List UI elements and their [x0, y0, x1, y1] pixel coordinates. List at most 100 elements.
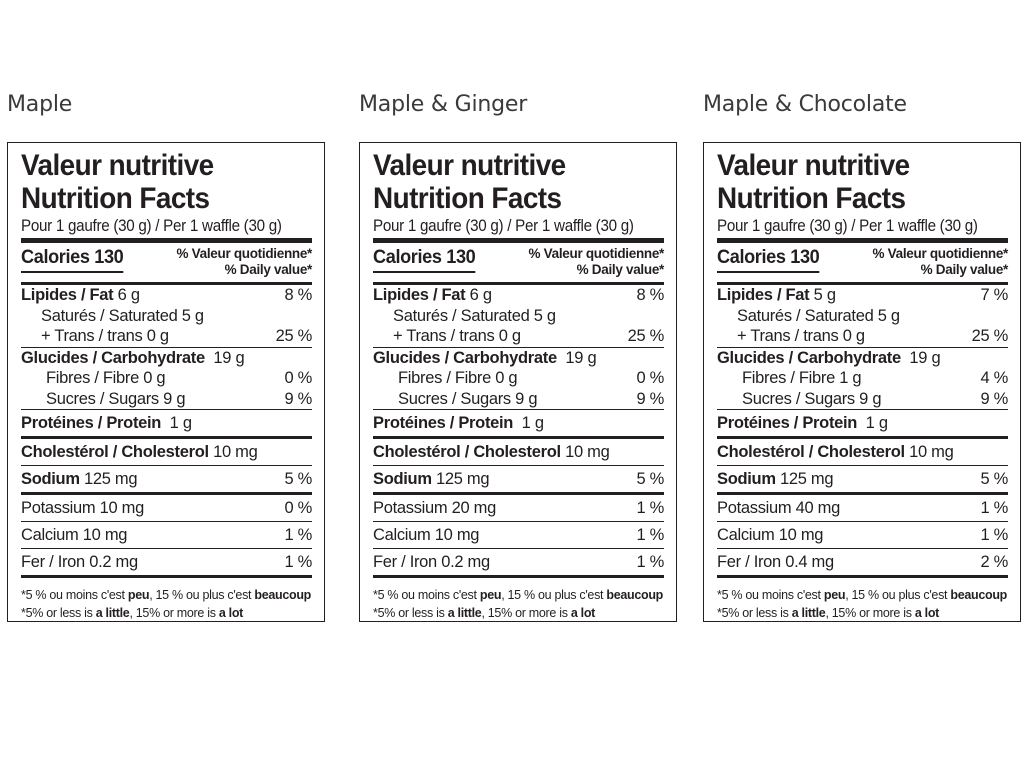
- carb-amount: 19 g: [909, 348, 941, 367]
- sugars-dv: 9 %: [980, 389, 1008, 408]
- nutrition-column: Maple & Ginger Valeur nutritive Nutritio…: [359, 88, 689, 622]
- cholesterol-label: Cholestérol / Cholesterol: [373, 443, 561, 461]
- potassium-dv: 1 %: [980, 499, 1008, 517]
- protein-label: Protéines / Protein: [717, 414, 858, 432]
- fibre-row: Fibres / Fibre 1 g 4 %: [717, 368, 1008, 389]
- daily-value-header-en: % Daily value*: [224, 262, 313, 277]
- fat-amount: 6 g: [469, 286, 492, 304]
- calcium-row: Calcium 10 mg 1 %: [373, 522, 664, 548]
- sodium-label: Sodium: [717, 470, 776, 488]
- nutrition-facts-panel: Valeur nutritive Nutrition Facts Pour 1 …: [7, 142, 325, 622]
- sugars-dv: 9 %: [636, 389, 664, 408]
- iron-dv: 2 %: [980, 553, 1008, 571]
- trans-row: + Trans / trans 0 g 25 %: [373, 326, 664, 347]
- protein-label: Protéines / Protein: [373, 414, 514, 432]
- daily-value-header-fr: % Valeur quotidienne*: [872, 246, 1009, 261]
- protein-amount: 1 g: [865, 414, 888, 432]
- trans-row: + Trans / trans 0 g 25 %: [21, 326, 312, 347]
- calories: Calories 130: [21, 246, 124, 273]
- sugars-label: Sucres / Sugars 9 g: [398, 389, 538, 408]
- protein-row: Protéines / Protein 1 g: [717, 410, 1008, 436]
- sugars-row: Sucres / Sugars 9 g 9 %: [717, 389, 1008, 410]
- title-fr: Valeur nutritive: [717, 149, 910, 182]
- fat-dv: 8 %: [636, 286, 664, 304]
- nutrition-facts-panel: Valeur nutritive Nutrition Facts Pour 1 …: [703, 142, 1021, 622]
- sodium-label: Sodium: [373, 470, 432, 488]
- iron-label: Fer / Iron 0.2 mg: [21, 553, 138, 571]
- calcium-label: Calcium 10 mg: [21, 526, 128, 544]
- trans-label: + Trans / trans 0 g: [41, 327, 169, 345]
- carb-row: Glucides / Carbohydrate 19 g: [373, 348, 664, 369]
- iron-label: Fer / Iron 0.2 mg: [373, 553, 490, 571]
- calcium-dv: 1 %: [636, 526, 664, 544]
- daily-value-header: % Valeur quotidienne* % Daily value*: [529, 246, 665, 278]
- cholesterol-row: Cholestérol / Cholesterol 10 mg: [373, 439, 664, 465]
- calories-row: Calories 130 % Valeur quotidienne* % Dai…: [717, 238, 1008, 280]
- serving-size: Pour 1 gaufre (30 g) / Per 1 waffle (30 …: [717, 217, 978, 235]
- sodium-dv: 5 %: [636, 470, 664, 488]
- saturated-label: Saturés / Saturated 5 g: [393, 306, 556, 325]
- potassium-row: Potassium 10 mg 0 %: [21, 495, 312, 521]
- nutrition-column: Maple Valeur nutritive Nutrition Facts P…: [7, 88, 337, 622]
- title-en: Nutrition Facts: [373, 182, 562, 215]
- carb-row: Glucides / Carbohydrate 19 g: [21, 348, 312, 369]
- carb-amount: 19 g: [213, 348, 245, 367]
- carb-label: Glucides / Carbohydrate: [373, 348, 557, 367]
- calcium-dv: 1 %: [284, 526, 312, 544]
- potassium-dv: 1 %: [636, 499, 664, 517]
- saturated-row: Saturés / Saturated 5 g: [21, 306, 312, 327]
- fibre-row: Fibres / Fibre 0 g 0 %: [21, 368, 312, 389]
- fat-dv: 7 %: [980, 286, 1008, 304]
- trans-label: + Trans / trans 0 g: [393, 327, 521, 345]
- calories-row: Calories 130 % Valeur quotidienne* % Dai…: [21, 238, 312, 280]
- potassium-label: Potassium 10 mg: [21, 499, 144, 517]
- sat-trans-dv: 25 %: [971, 327, 1009, 345]
- daily-value-header-en: % Daily value*: [920, 262, 1009, 277]
- carb-amount: 19 g: [565, 348, 597, 367]
- iron-dv: 1 %: [284, 553, 312, 571]
- fat-row: Lipides / Fat 6 g 8 %: [21, 285, 312, 306]
- protein-amount: 1 g: [521, 414, 544, 432]
- protein-label: Protéines / Protein: [21, 414, 162, 432]
- iron-row: Fer / Iron 0.2 mg 1 %: [21, 549, 312, 575]
- calcium-label: Calcium 10 mg: [717, 526, 824, 544]
- calories-row: Calories 130 % Valeur quotidienne* % Dai…: [373, 238, 664, 280]
- carb-label: Glucides / Carbohydrate: [21, 348, 205, 367]
- saturated-row: Saturés / Saturated 5 g: [717, 306, 1008, 327]
- carb-row: Glucides / Carbohydrate 19 g: [717, 348, 1008, 369]
- title-fr: Valeur nutritive: [373, 149, 566, 182]
- sodium-row: Sodium 125 mg 5 %: [373, 466, 664, 492]
- fibre-label: Fibres / Fibre 0 g: [46, 369, 166, 387]
- title-en: Nutrition Facts: [717, 182, 906, 215]
- footnote-en: *5% or less is a little, 15% or more is …: [717, 606, 940, 620]
- cholesterol-row: Cholestérol / Cholesterol 10 mg: [21, 439, 312, 465]
- protein-row: Protéines / Protein 1 g: [373, 410, 664, 436]
- sodium-amount: 125 mg: [84, 470, 138, 488]
- daily-value-header-fr: % Valeur quotidienne*: [176, 246, 313, 261]
- sodium-row: Sodium 125 mg 5 %: [717, 466, 1008, 492]
- fibre-dv: 0 %: [284, 369, 312, 387]
- potassium-row: Potassium 40 mg 1 %: [717, 495, 1008, 521]
- sat-trans-dv: 25 %: [627, 327, 665, 345]
- footnote-en: *5% or less is a little, 15% or more is …: [21, 606, 244, 620]
- iron-row: Fer / Iron 0.4 mg 2 %: [717, 549, 1008, 575]
- protein-row: Protéines / Protein 1 g: [21, 410, 312, 436]
- fibre-label: Fibres / Fibre 0 g: [398, 369, 518, 387]
- sodium-label: Sodium: [21, 470, 80, 488]
- sodium-dv: 5 %: [980, 470, 1008, 488]
- potassium-label: Potassium 40 mg: [717, 499, 840, 517]
- saturated-label: Saturés / Saturated 5 g: [41, 306, 204, 325]
- title-fr: Valeur nutritive: [21, 149, 214, 182]
- cholesterol-row: Cholestérol / Cholesterol 10 mg: [717, 439, 1008, 465]
- nutrition-facts-panel: Valeur nutritive Nutrition Facts Pour 1 …: [359, 142, 677, 622]
- sodium-row: Sodium 125 mg 5 %: [21, 466, 312, 492]
- trans-label: + Trans / trans 0 g: [737, 327, 865, 345]
- serving-size: Pour 1 gaufre (30 g) / Per 1 waffle (30 …: [373, 217, 634, 235]
- carb-label: Glucides / Carbohydrate: [717, 348, 901, 367]
- fat-label: Lipides / Fat: [373, 286, 466, 304]
- footnote: *5 % ou moins c'est peu, 15 % ou plus c'…: [21, 575, 312, 622]
- flavor-name: Maple & Ginger: [359, 92, 528, 117]
- calcium-label: Calcium 10 mg: [373, 526, 480, 544]
- calories: Calories 130: [373, 246, 476, 273]
- saturated-row: Saturés / Saturated 5 g: [373, 306, 664, 327]
